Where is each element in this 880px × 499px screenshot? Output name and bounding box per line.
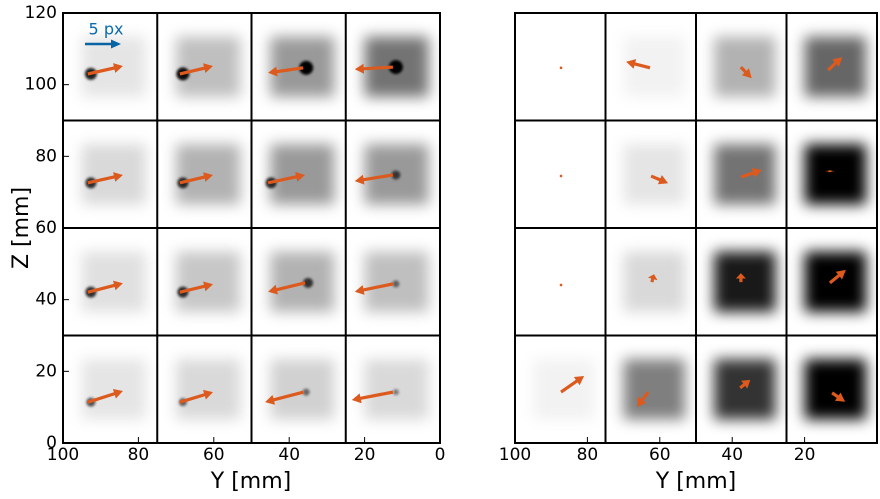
intensity-cloud xyxy=(533,144,595,204)
vector-arrow xyxy=(87,63,123,76)
vector-arrow xyxy=(179,172,213,185)
vector-arrow xyxy=(824,170,835,173)
vector-arrow xyxy=(735,273,746,283)
vector-arrow xyxy=(739,379,751,390)
x-axis-label: Y [mm] xyxy=(210,469,291,494)
beam-spot xyxy=(392,389,399,396)
intensity-cloud xyxy=(623,251,686,312)
beam-spot xyxy=(299,60,314,75)
vector-arrow xyxy=(626,59,651,70)
intensity-cloud xyxy=(804,251,867,312)
vector-arrow xyxy=(265,390,304,405)
vector-arrow xyxy=(560,376,585,394)
intensity-cloud xyxy=(270,359,335,420)
vector-arrow xyxy=(179,281,213,294)
x-tick-label: 20 xyxy=(354,445,376,465)
vector-arrow xyxy=(739,66,752,79)
y-tick-label: 40 xyxy=(35,290,57,310)
vector-arrow xyxy=(87,280,123,294)
x-tick-label: 100 xyxy=(47,445,79,465)
vector-arrow xyxy=(827,57,843,72)
y-tick-label: 80 xyxy=(35,146,57,166)
intensity-cloud xyxy=(804,36,867,97)
intensity-cloud xyxy=(270,251,335,312)
scale-label: 5 px xyxy=(89,20,124,39)
vector-arrow xyxy=(647,274,658,283)
beam-spot xyxy=(391,170,401,180)
vector-arrow xyxy=(179,63,213,76)
vector-arrow xyxy=(559,283,563,287)
intensity-cloud xyxy=(623,144,686,205)
x-tick-label: 40 xyxy=(278,445,300,465)
vector-arrow xyxy=(351,390,394,404)
vector-arrow xyxy=(354,282,394,295)
x-tick-label: 0 xyxy=(435,445,446,465)
vector-arrow xyxy=(354,173,394,185)
intensity-cloud xyxy=(533,37,595,97)
intensity-cloud xyxy=(714,36,776,97)
vector-arrow xyxy=(354,63,393,74)
intensity-cloud xyxy=(804,144,867,205)
vector-arrow xyxy=(87,172,123,185)
plot-area xyxy=(63,13,440,443)
x-tick-label: 60 xyxy=(649,445,671,465)
y-axis-label: Z [mm] xyxy=(9,187,34,269)
intensity-cloud xyxy=(176,251,241,312)
vector-arrow xyxy=(87,389,123,404)
vector-arrow xyxy=(650,174,669,185)
vector-arrow xyxy=(828,269,846,285)
vector-arrow xyxy=(559,174,563,178)
beam-spot xyxy=(392,280,400,288)
axes-frame xyxy=(514,12,878,444)
vector-arrow xyxy=(267,172,305,185)
y-tick-label: 120 xyxy=(25,3,57,23)
y-tick-label: 20 xyxy=(35,361,57,381)
y-tick-label: 0 xyxy=(46,433,57,453)
intensity-cloud xyxy=(714,359,776,420)
vector-arrow xyxy=(179,389,213,404)
beam-spot xyxy=(388,60,403,75)
y-tick-label: 60 xyxy=(35,218,57,238)
intensity-cloud xyxy=(623,359,686,420)
x-tick-label: 100 xyxy=(499,445,531,465)
intensity-cloud xyxy=(804,359,867,420)
vector-arrow xyxy=(268,281,306,295)
intensity-cloud xyxy=(533,252,595,312)
y-tick-label: 100 xyxy=(25,75,57,95)
intensity-cloud xyxy=(714,251,776,312)
x-tick-label: 60 xyxy=(203,445,225,465)
intensity-cloud xyxy=(176,359,241,420)
vector-arrow xyxy=(831,391,846,402)
vector-arrow xyxy=(559,66,563,69)
x-tick-label: 20 xyxy=(794,445,816,465)
beam-spot xyxy=(302,388,310,396)
x-axis-label: Y [mm] xyxy=(655,469,736,494)
plot-area xyxy=(515,13,877,443)
vector-arrow xyxy=(268,66,304,77)
beam-spot xyxy=(303,277,314,288)
vector-arrow xyxy=(740,168,762,179)
x-tick-label: 80 xyxy=(128,445,150,465)
x-tick-label: 80 xyxy=(577,445,599,465)
vector-arrow xyxy=(637,391,650,408)
x-tick-label: 40 xyxy=(721,445,743,465)
